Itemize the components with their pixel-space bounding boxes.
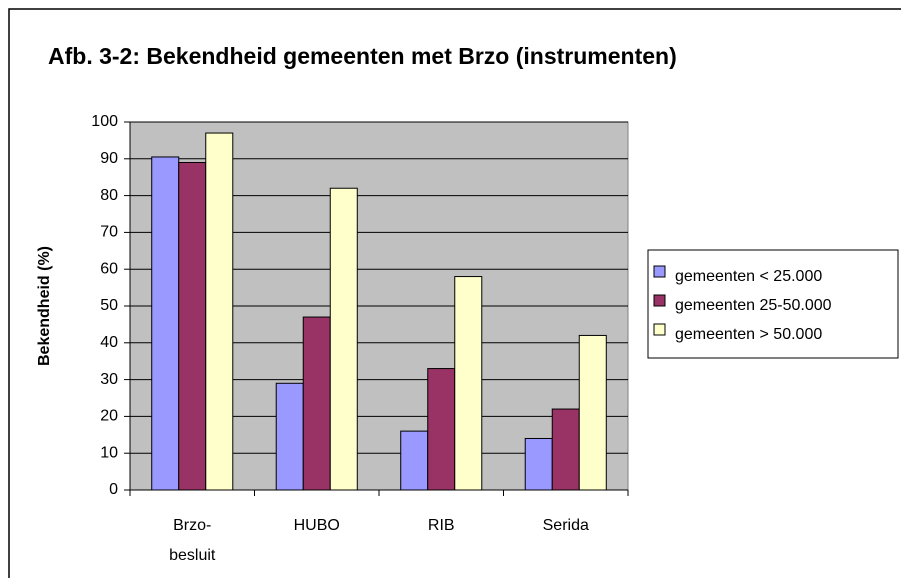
x-tick-label: HUBO <box>294 517 340 534</box>
bar <box>551 408 580 491</box>
y-tick-label: 10 <box>100 444 118 461</box>
legend-label: gemeenten > 50.000 <box>675 326 822 343</box>
legend-box <box>647 249 899 359</box>
y-axis-label: Bekendheid (%) <box>36 246 53 366</box>
bar <box>329 187 358 491</box>
chart-title: Afb. 3-2: Bekendheid gemeenten met Brzo … <box>48 43 677 69</box>
bar <box>151 156 180 491</box>
bar <box>400 430 429 491</box>
legend-swatch <box>653 265 666 278</box>
bar <box>524 437 553 491</box>
x-tick-label: Brzo-besluit <box>169 517 216 564</box>
bar <box>578 334 607 491</box>
legend-label: gemeenten < 25.000 <box>675 268 822 285</box>
x-tick-label: RIB <box>428 517 455 534</box>
y-tick-label: 100 <box>91 113 118 130</box>
y-tick-label: 80 <box>100 187 118 204</box>
chart-frame <box>8 8 901 578</box>
y-tick-label: 90 <box>100 150 118 167</box>
bar <box>205 132 234 491</box>
bar <box>454 276 483 491</box>
y-tick-label: 60 <box>100 260 118 277</box>
y-tick-label: 30 <box>100 371 118 388</box>
bar <box>275 382 304 491</box>
bar <box>302 316 331 491</box>
y-tick-label: 50 <box>100 297 118 314</box>
bar <box>178 161 207 491</box>
y-tick-label: 20 <box>100 408 118 425</box>
y-tick-label: 0 <box>109 481 118 498</box>
bar <box>427 368 456 491</box>
legend-swatch <box>653 294 666 307</box>
x-tick-label: Serida <box>543 517 589 534</box>
y-tick-label: 70 <box>100 224 118 241</box>
legend-swatch <box>653 323 666 336</box>
y-tick-label: 40 <box>100 334 118 351</box>
legend-label: gemeenten 25-50.000 <box>675 297 832 314</box>
